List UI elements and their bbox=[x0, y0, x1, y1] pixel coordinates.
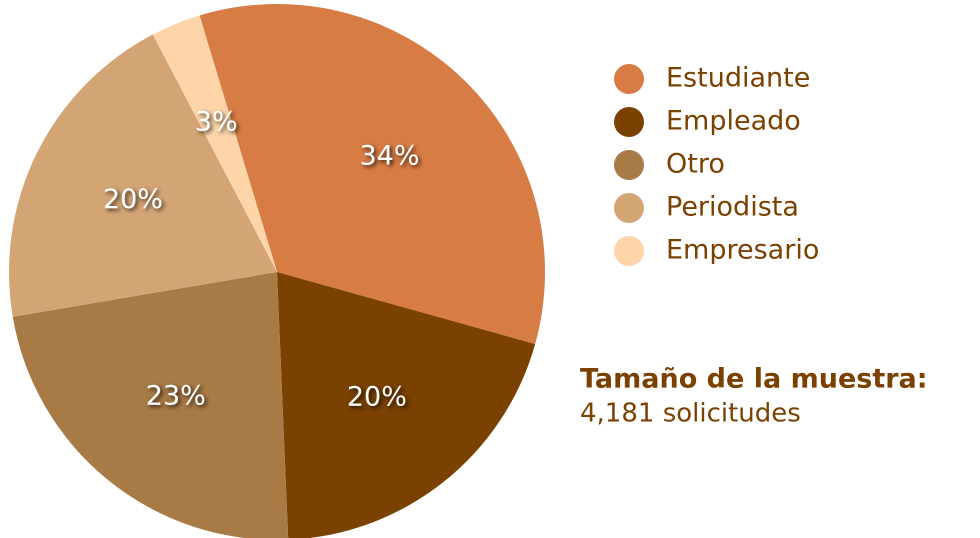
legend-swatch bbox=[614, 150, 644, 180]
pie-slice bbox=[9, 34, 278, 317]
legend-label: Periodista bbox=[666, 192, 799, 223]
pie-slice bbox=[12, 272, 289, 538]
legend-label: Otro bbox=[666, 149, 725, 180]
pie-slice bbox=[277, 272, 536, 538]
note: 4,181 solicitudes bbox=[580, 399, 801, 429]
legend-label: Estudiante bbox=[666, 63, 810, 94]
slice-label: 23% bbox=[146, 380, 206, 411]
legend-swatch bbox=[614, 193, 644, 223]
pie-slice bbox=[199, 4, 545, 345]
slice-label: 20% bbox=[347, 382, 407, 413]
legend-swatch bbox=[614, 236, 644, 266]
slice-label: 34% bbox=[359, 141, 419, 172]
slice-label: 3% bbox=[195, 107, 238, 138]
legend-label: Empleado bbox=[666, 106, 801, 137]
note-title: Tamaño de la muestra: bbox=[580, 364, 928, 395]
pie-slice bbox=[152, 15, 277, 272]
legend-swatch bbox=[614, 107, 644, 137]
slice-label: 20% bbox=[103, 184, 163, 215]
legend-swatch bbox=[614, 64, 644, 94]
legend-label: Empresario bbox=[666, 235, 819, 266]
